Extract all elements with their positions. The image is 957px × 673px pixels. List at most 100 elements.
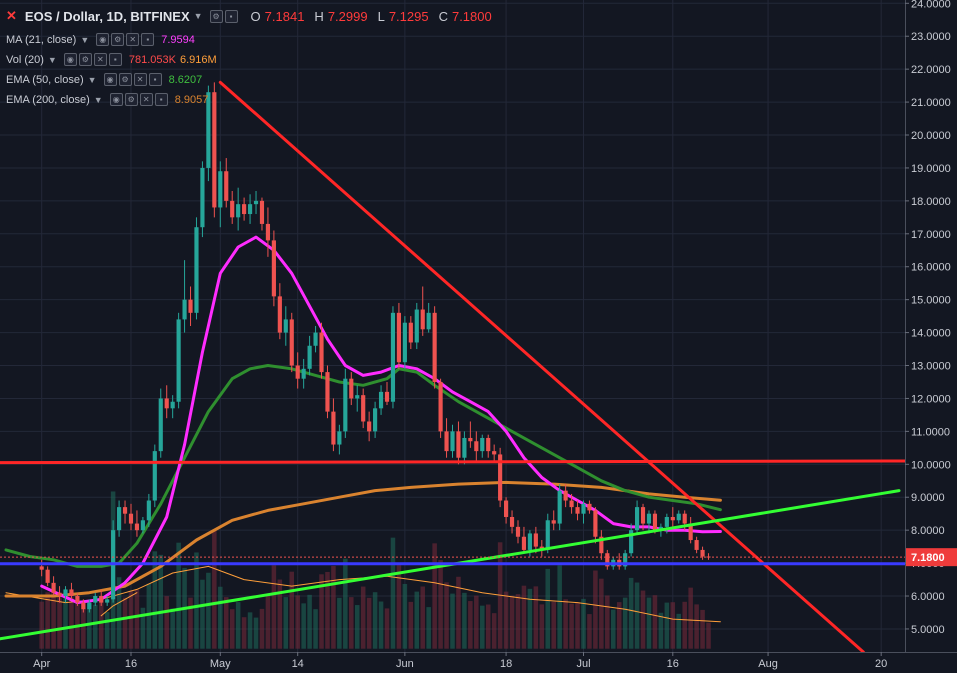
volume-bar [45,592,50,649]
candle-body [99,596,104,603]
volume-bar [194,552,199,649]
candle-body [521,536,527,550]
eye-icon[interactable]: ◉ [63,53,77,66]
volume-bar [491,613,497,649]
volume-bar [676,613,682,649]
ohlc-high-key: H [314,8,324,24]
volume-bar [158,554,164,649]
indicator-value: 7.9594 [161,33,195,46]
chevron-down-icon[interactable]: ▼ [87,74,97,85]
settings-icon[interactable]: ⚙ [118,73,132,86]
indicator-ema50[interactable]: EMA (50, close) ▼ ◉ ⚙ ✕ ▪ 8.6207 [6,73,202,86]
candle-body [146,500,151,521]
volume-bar [545,568,551,649]
candle-body [176,319,181,402]
volume-bar [670,602,676,649]
indicator-ema200[interactable]: EMA (200, close) ▼ ◉ ⚙ ✕ ▪ 8.9057 [6,93,208,106]
ohlc-open-key: O [250,8,261,24]
indicator-label[interactable]: EMA (50, close) [6,73,84,86]
candle-body [557,490,562,524]
candle-body [81,602,86,610]
settings-icon[interactable]: ⚙ [209,9,223,23]
indicator-vol[interactable]: Vol (20) ▼ ◉ ⚙ ✕ ▪ 781.053K 6.916M [6,53,217,66]
settings-icon[interactable]: ⚙ [78,53,92,66]
price-tick-label: 21.0000 [911,97,951,109]
price-tick-label: 23.0000 [911,31,951,43]
candle-body [128,513,134,524]
symbol-title[interactable]: EOS / Dollar, 1D, BITFINEX [24,8,190,24]
candle-body [587,503,592,511]
volume-ma-line [5,565,721,623]
volume-bar [402,583,408,649]
candle-body [390,312,396,402]
indicator-label[interactable]: MA (21, close) [6,33,77,46]
eye-icon[interactable]: ◉ [109,93,123,106]
volume-bar [271,565,277,649]
indicator-buttons: ◉ ⚙ ✕ ▪ [63,53,122,66]
remove-symbol-icon[interactable]: ✕ [6,8,17,23]
indicator-value: 8.9057 [174,93,209,106]
eye-icon[interactable]: ◉ [103,73,117,86]
candle-body [194,227,199,313]
time-tick-label: 16 [667,658,679,670]
candle-body [170,401,175,409]
volume-bar [134,589,140,649]
candle-body [218,171,223,208]
price-tick-label: 22.0000 [911,64,951,76]
volume-bar [444,582,449,649]
current-price-badge [906,548,957,567]
candle-body [140,520,145,531]
resistance-line[interactable] [0,459,907,465]
candle-body [289,319,294,366]
settings-icon[interactable]: ⚙ [111,33,125,46]
candle-body [242,204,247,215]
candle-body [247,204,253,215]
candle-body [158,398,163,452]
candle-body [569,500,574,508]
indicator-ma21[interactable]: MA (21, close) ▼ ◉ ⚙ ✕ ▪ 7.9594 [6,33,195,46]
close-icon[interactable]: ✕ [133,73,147,86]
chevron-down-icon[interactable]: ▼ [93,94,103,105]
eye-icon[interactable]: ◉ [96,33,110,46]
chevron-down-icon[interactable]: ▼ [80,34,90,45]
close-icon[interactable]: ✕ [139,93,153,106]
indicator-label[interactable]: Vol (20) [6,53,44,66]
indicator-label[interactable]: EMA (200, close) [6,93,90,106]
indicator-value: 6.916M [179,53,217,66]
symbol-buttons: ⚙ ▪ [209,9,238,23]
volume-bar [93,604,98,649]
settings-icon[interactable]: ⚙ [124,93,138,106]
close-icon[interactable]: ✕ [93,53,107,66]
candle-body [75,596,80,603]
ema200-line [4,480,722,598]
more-icon[interactable]: ▪ [154,93,168,106]
volume-bar [664,602,670,649]
more-icon[interactable]: ▪ [148,73,162,86]
candle-body [319,332,324,373]
close-icon[interactable]: ✕ [126,33,140,46]
candle-body [480,437,485,452]
chevron-down-icon[interactable]: ▼ [193,11,203,21]
time-axis-background [0,652,957,673]
candle-body [265,223,271,241]
volume-bar [325,571,330,649]
candle-body [527,533,532,550]
price-tick-label: 5.0000 [911,624,945,636]
ohlc-open-value: 7.1841 [264,8,305,24]
candle-body [408,322,413,343]
symbol-header[interactable]: ✕ EOS / Dollar, 1D, BITFINEX ▼ ⚙ ▪ O 7.18… [6,8,492,24]
volume-bar [569,603,574,649]
price-tick-label: 6.0000 [911,591,945,603]
candle-body [355,395,360,399]
more-icon[interactable]: ▪ [141,33,155,46]
volume-bar [164,596,169,649]
chevron-down-icon[interactable]: ▼ [47,54,57,65]
ema50-line [4,364,722,568]
candle-body [337,431,342,445]
candle-body [224,171,229,201]
more-icon[interactable]: ▪ [108,53,122,66]
candle-body [420,309,425,330]
more-icon[interactable]: ▪ [224,9,238,23]
volume-bar [283,597,289,649]
